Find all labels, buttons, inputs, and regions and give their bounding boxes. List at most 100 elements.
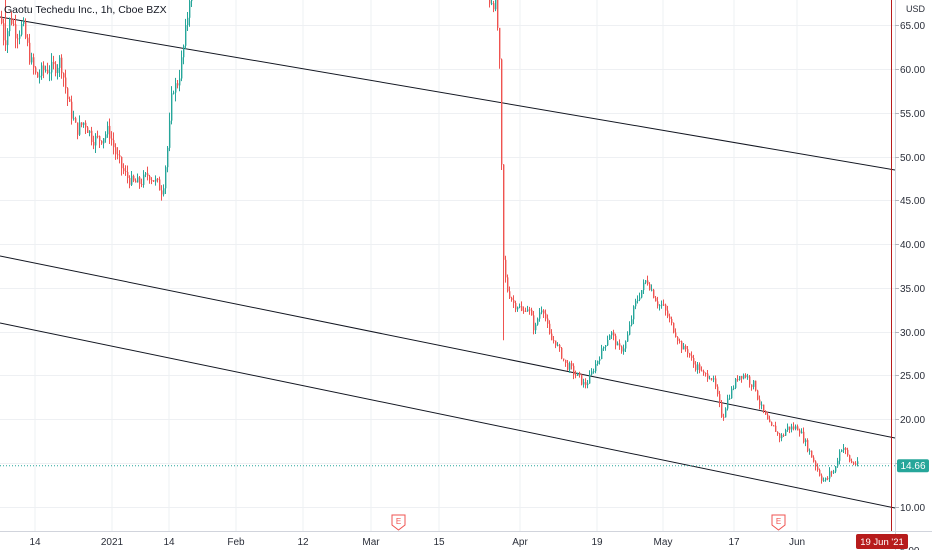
price-tick-label: 55.00 (900, 109, 925, 120)
price-tick-label: 50.00 (900, 153, 925, 164)
candle (579, 371, 581, 378)
candle (153, 180, 155, 182)
candle (79, 115, 81, 136)
time-tick-label: 19 (591, 537, 603, 548)
candle (731, 386, 733, 399)
candle (17, 33, 19, 49)
candle (857, 457, 859, 467)
candle (563, 358, 565, 362)
candle (33, 53, 35, 75)
candle (91, 126, 93, 146)
candle (133, 174, 135, 183)
candle (697, 362, 699, 374)
candle (679, 338, 681, 344)
candle (503, 164, 505, 341)
candle (65, 69, 67, 94)
candle (89, 130, 91, 137)
candle (707, 370, 709, 382)
chart-title: Gaotu Techedu Inc., 1h, Cboe BZX (4, 4, 167, 16)
candle (511, 296, 513, 302)
candle (769, 415, 771, 423)
candle (587, 379, 589, 389)
candle (689, 352, 691, 358)
candle (517, 306, 519, 312)
upper-channel-line (0, 16, 896, 171)
candle (519, 303, 521, 309)
candle (571, 360, 573, 370)
candle (811, 450, 813, 458)
candle (171, 86, 173, 125)
candle (853, 461, 855, 466)
candle (711, 377, 713, 381)
candle (55, 61, 57, 77)
candle (547, 314, 549, 329)
candle (629, 321, 631, 336)
candle (659, 304, 661, 311)
candle (157, 178, 159, 183)
candle (71, 95, 73, 125)
time-tick-label: Jun (789, 537, 805, 548)
candle (825, 477, 827, 482)
candle (145, 171, 147, 178)
candle (725, 407, 727, 418)
candle (77, 122, 79, 140)
candle (527, 305, 529, 312)
candle (109, 118, 111, 145)
price-tick-label: 20.00 (900, 415, 925, 426)
candle (705, 372, 707, 377)
candle (3, 18, 5, 46)
candle (183, 44, 185, 65)
candle (583, 378, 585, 388)
time-axis[interactable]: 14 2021 14 Feb 12 Mar 15 Apr 19 May 17 Jun (29, 537, 805, 548)
candle (575, 370, 577, 379)
candle (813, 455, 815, 463)
earnings-marker[interactable]: E (771, 514, 786, 531)
candle (663, 299, 665, 307)
candle (695, 361, 697, 372)
candle (165, 165, 167, 194)
candle (9, 17, 11, 37)
candle (827, 476, 829, 481)
candle (777, 431, 779, 436)
candle (131, 170, 133, 186)
candle (833, 469, 835, 475)
candle (829, 467, 831, 483)
candle (595, 360, 597, 374)
candle (119, 150, 121, 164)
candle (155, 175, 157, 186)
candle (585, 378, 587, 389)
candle (727, 394, 729, 411)
candle (669, 313, 671, 323)
candle (797, 424, 799, 431)
candle (633, 305, 635, 325)
candle (61, 54, 63, 79)
candle (763, 404, 765, 414)
candle (549, 320, 551, 335)
candle (149, 174, 151, 184)
candle (817, 463, 819, 472)
candle (95, 133, 97, 154)
candle (491, 0, 493, 6)
candle (627, 331, 629, 343)
candle (539, 307, 541, 322)
candles (1, 0, 859, 484)
candle (63, 72, 65, 87)
candle (53, 55, 55, 70)
earnings-marker[interactable]: E (391, 514, 406, 531)
candle (5, 0, 7, 52)
candle (169, 112, 171, 152)
candle (741, 375, 743, 383)
price-tick-label: 45.00 (900, 196, 925, 207)
candle (681, 340, 683, 353)
candle (139, 175, 141, 189)
candle (27, 34, 29, 47)
candle (1, 10, 3, 25)
candle (605, 345, 607, 351)
candle (101, 140, 103, 145)
candle (687, 346, 689, 358)
price-tick-label: 35.00 (900, 284, 925, 295)
candle (783, 433, 785, 437)
middle-channel-line (0, 255, 896, 439)
